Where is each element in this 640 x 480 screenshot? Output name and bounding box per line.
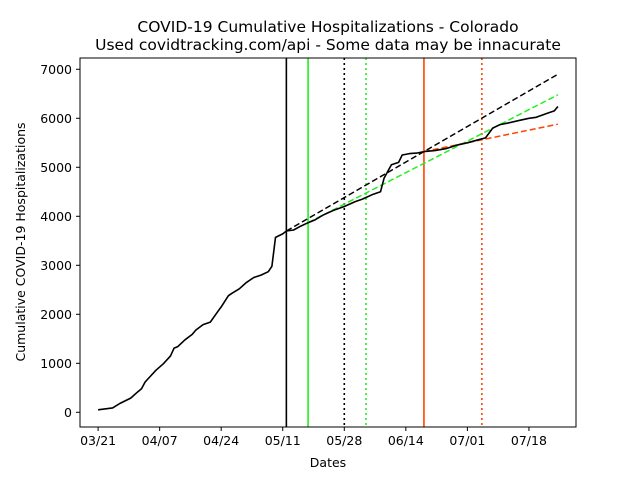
- x-tick-label: 04/07: [142, 433, 178, 448]
- y-tick-label: 5000: [40, 160, 72, 175]
- x-tick-label: 07/01: [449, 433, 485, 448]
- chart-subtitle: Used covidtracking.com/api - Some data m…: [95, 36, 561, 54]
- x-tick-label: 07/18: [511, 433, 547, 448]
- series-line-actual: [97, 105, 559, 411]
- y-tick-label: 1000: [40, 356, 72, 371]
- axes-frame: [79, 57, 577, 428]
- y-tick-label: 2000: [40, 307, 72, 322]
- x-axis-label: Dates: [310, 455, 346, 470]
- axis-ticks: 03/21 04/07 04/24 05/11 05/28 06/14 07/01 07/18…: [40, 62, 547, 448]
- y-tick-label: 4000: [40, 209, 72, 224]
- y-tick-label: 3000: [40, 258, 72, 273]
- y-tick-label: 6000: [40, 111, 72, 126]
- y-tick-label: 7000: [40, 62, 72, 77]
- series-line-projection-2: [307, 94, 559, 224]
- chart-title: COVID-19 Cumulative Hospitalizations - C…: [137, 18, 518, 36]
- y-tick-label: 0: [64, 405, 72, 420]
- x-tick-label: 04/24: [203, 433, 239, 448]
- series-line-projection-3: [423, 123, 559, 153]
- x-tick-label: 05/11: [265, 433, 301, 448]
- y-axis-label: Cumulative COVID-19 Hospitalizations: [13, 122, 28, 361]
- x-tick-label: 03/21: [80, 433, 116, 448]
- x-tick-label: 06/14: [388, 433, 424, 448]
- plot-area: [97, 58, 559, 427]
- x-tick-label: 05/28: [326, 433, 362, 448]
